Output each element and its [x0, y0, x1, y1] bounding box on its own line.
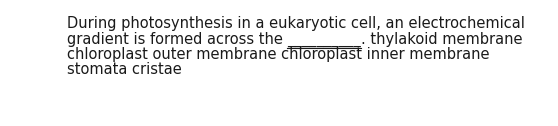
Text: chloroplast outer membrane chloroplast inner membrane: chloroplast outer membrane chloroplast i… — [67, 47, 489, 62]
Text: __________: __________ — [287, 32, 361, 47]
Text: . thylakoid membrane: . thylakoid membrane — [361, 32, 523, 47]
Text: stomata cristae: stomata cristae — [67, 62, 182, 77]
Text: gradient is formed across the: gradient is formed across the — [67, 32, 287, 47]
Text: During photosynthesis in a eukaryotic cell, an electrochemical: During photosynthesis in a eukaryotic ce… — [67, 16, 525, 31]
